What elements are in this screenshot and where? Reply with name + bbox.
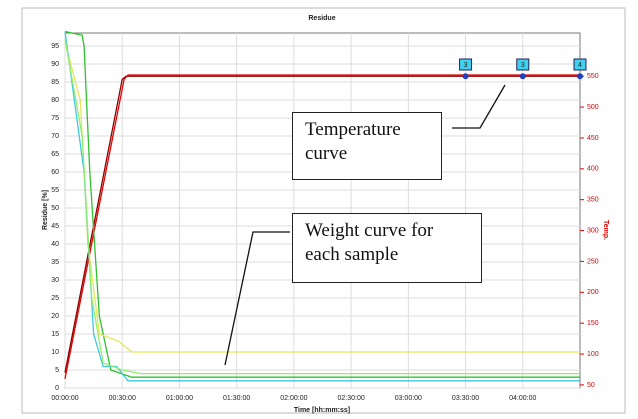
marker-label: 4 (578, 62, 582, 69)
y2-tick-label: 150 (587, 320, 599, 327)
y-tick-label: 65 (51, 151, 59, 158)
x-tick-label: 03:00:00 (395, 395, 422, 402)
marker-label: 3 (464, 62, 468, 69)
y-tick-label: 90 (51, 61, 59, 68)
chart-title: Residue (308, 15, 335, 22)
y-tick-label: 45 (51, 223, 59, 230)
y-tick-label: 55 (51, 187, 59, 194)
y2-tick-label: 550 (587, 73, 599, 80)
series-line (64, 38, 580, 375)
series-line (64, 30, 580, 378)
y2-tick-label: 250 (587, 258, 599, 265)
y-tick-label: 0 (55, 385, 59, 392)
x-tick-label: 04:00:00 (509, 395, 536, 402)
y-tick-label: 25 (51, 295, 59, 302)
y-tick-label: 75 (51, 115, 59, 122)
x-tick-label: 02:00:00 (280, 395, 307, 402)
y2-tick-label: 400 (587, 166, 599, 173)
x-axis-label: Time [hh:mm:ss] (294, 407, 350, 414)
y-tick-label: 50 (51, 205, 59, 212)
y-tick-label: 5 (55, 367, 59, 374)
y2-tick-label: 200 (587, 289, 599, 296)
marker-box (459, 58, 473, 71)
x-tick-label: 00:00:00 (51, 395, 78, 402)
y-tick-label: 35 (51, 259, 59, 266)
y-tick-label: 85 (51, 79, 59, 86)
series-line (64, 31, 580, 382)
y-axis-label: Residue [%] (42, 190, 49, 230)
x-tick-label: 00:30:00 (109, 395, 136, 402)
y-tick-label: 70 (51, 133, 59, 140)
x-tick-label: 01:30:00 (223, 395, 250, 402)
y2-tick-label: 300 (587, 227, 599, 234)
y2-axis-label: Temp. (602, 220, 609, 240)
y-tick-label: 20 (51, 313, 59, 320)
marker-dot (577, 73, 583, 80)
x-tick-label: 01:00:00 (166, 395, 193, 402)
x-tick-label: 03:30:00 (452, 395, 479, 402)
y2-tick-label: 350 (587, 197, 599, 204)
x-tick-label: 02:30:00 (337, 395, 364, 402)
y-tick-label: 10 (51, 349, 59, 356)
marker-dot (462, 73, 469, 80)
annotation: Temperature curve (292, 112, 442, 180)
y2-tick-label: 450 (587, 135, 599, 142)
y-tick-label: 80 (51, 97, 59, 104)
y2-tick-label: 100 (587, 351, 599, 358)
frame (21, 7, 626, 414)
marker-box (573, 58, 587, 71)
series-line (64, 74, 580, 379)
y-tick-label: 30 (51, 277, 59, 284)
plot-area (64, 32, 581, 389)
marker-box (516, 58, 530, 71)
marker-dot (519, 73, 526, 80)
series-line (64, 42, 580, 353)
y-tick-label: 95 (51, 43, 59, 50)
marker-label: 3 (521, 62, 525, 69)
y-tick-label: 40 (51, 241, 59, 248)
y-tick-label: 15 (51, 331, 59, 338)
y2-tick-label: 50 (587, 382, 595, 389)
annotation: Weight curve for each sample (292, 213, 482, 283)
y2-tick-label: 500 (587, 104, 599, 111)
y-tick-label: 60 (51, 169, 59, 176)
